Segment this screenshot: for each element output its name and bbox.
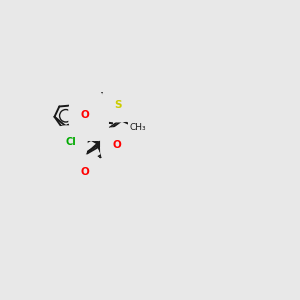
Text: O: O	[113, 140, 122, 150]
Text: O: O	[81, 110, 90, 120]
Text: O: O	[113, 140, 122, 150]
Text: S: S	[114, 100, 122, 110]
Text: Cl: Cl	[65, 137, 76, 147]
Text: N: N	[82, 100, 90, 110]
Text: O: O	[81, 110, 90, 120]
Text: O: O	[81, 167, 90, 177]
Text: Cl: Cl	[65, 137, 76, 147]
Text: N: N	[88, 118, 96, 128]
Text: N: N	[82, 100, 90, 110]
Text: CH₃: CH₃	[129, 123, 146, 132]
Text: N: N	[88, 118, 96, 128]
Text: O: O	[81, 167, 90, 177]
Text: S: S	[114, 100, 122, 110]
